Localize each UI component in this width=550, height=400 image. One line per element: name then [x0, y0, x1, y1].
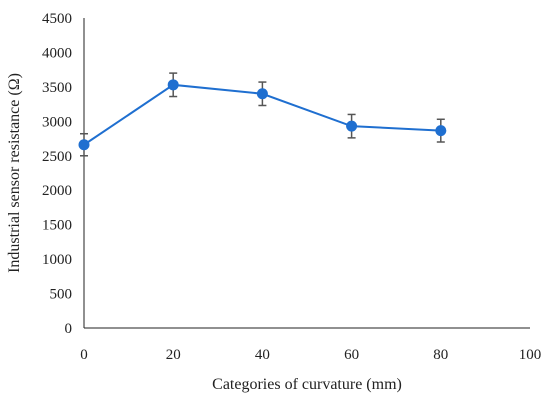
y-tick-label: 3000 [42, 114, 72, 130]
data-point [435, 125, 447, 137]
x-tick-label: 80 [433, 347, 448, 363]
y-tick-label: 4000 [42, 45, 72, 61]
x-tick-label: 100 [519, 347, 542, 363]
y-tick-label: 4500 [42, 11, 72, 27]
y-tick-label: 1500 [42, 218, 72, 234]
series-layer [78, 72, 447, 157]
x-tick-label: 40 [255, 347, 270, 363]
y-tick-label: 0 [65, 321, 73, 337]
data-point [167, 79, 179, 91]
y-axis-ticks: 0 500 1000 1500 2000 2500 3000 3500 4000 4500 [42, 11, 72, 337]
x-axis-ticks: 0 20 40 60 80 100 [80, 347, 541, 363]
x-tick-label: 0 [80, 347, 88, 363]
y-tick-label: 500 [50, 287, 73, 303]
data-point [78, 139, 90, 151]
y-tick-label: 2500 [42, 149, 72, 165]
data-point [346, 120, 358, 132]
x-tick-label: 20 [166, 347, 181, 363]
y-tick-label: 1000 [42, 252, 72, 268]
x-axis-title: Categories of curvature (mm) [212, 376, 402, 393]
data-point [256, 88, 268, 100]
y-axis-title: Industrial sensor resistance (Ω) [6, 73, 23, 273]
y-tick-label: 3500 [42, 80, 72, 96]
y-tick-label: 2000 [42, 183, 72, 199]
x-tick-label: 60 [344, 347, 359, 363]
